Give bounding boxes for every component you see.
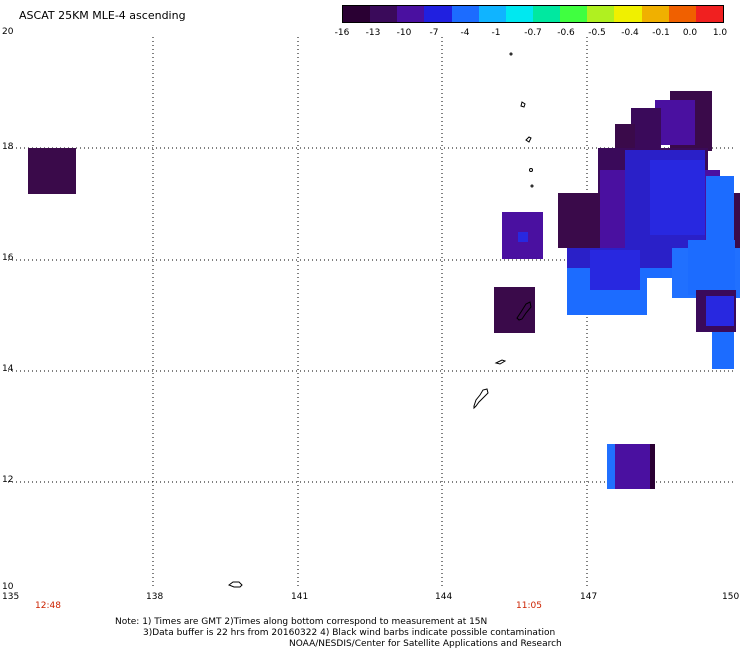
colorbar-swatch-9 bbox=[587, 6, 615, 22]
cbar-tick-2: -10 bbox=[396, 28, 412, 38]
note-line-3: NOAA/NESDIS/Center for Satellite Applica… bbox=[289, 639, 562, 649]
wind-data-swath bbox=[28, 91, 740, 489]
cbar-tick-7: -0.6 bbox=[557, 28, 575, 38]
colorbar-swatch-11 bbox=[641, 6, 669, 22]
colorbar-swatch-5 bbox=[478, 6, 506, 22]
colorbar-swatch-7 bbox=[532, 6, 561, 22]
time-label-left: 12:48 bbox=[35, 601, 61, 611]
colorbar-swatch-13 bbox=[695, 6, 723, 22]
lon-label-147: 147 bbox=[580, 592, 598, 602]
colorbar-swatch-0 bbox=[343, 6, 371, 22]
colorbar-swatch-8 bbox=[560, 6, 588, 22]
cbar-tick-8: -0.5 bbox=[588, 28, 606, 38]
cbar-tick-12: 1.0 bbox=[712, 28, 728, 38]
colorbar-swatch-1 bbox=[370, 6, 398, 22]
colorbar-swatch-2 bbox=[397, 6, 425, 22]
cbar-tick-5: -1 bbox=[491, 28, 501, 38]
lon-label-144: 144 bbox=[435, 592, 453, 602]
time-label-right: 11:05 bbox=[516, 601, 542, 611]
cbar-tick-1: -13 bbox=[365, 28, 381, 38]
lat-label-14: 14 bbox=[2, 364, 14, 374]
cbar-tick-0: -16 bbox=[334, 28, 350, 38]
cbar-tick-3: -7 bbox=[429, 28, 439, 38]
cbar-tick-9: -0.4 bbox=[621, 28, 639, 38]
cbar-tick-4: -4 bbox=[460, 28, 470, 38]
colorbar-swatch-12 bbox=[668, 6, 696, 22]
lon-label-138: 138 bbox=[146, 592, 164, 602]
lat-label-16: 16 bbox=[2, 253, 14, 263]
colorbar-swatch-4 bbox=[451, 6, 479, 22]
colorbar-swatch-6 bbox=[505, 6, 533, 22]
note-line-2: 3)Data buffer is 22 hrs from 20160322 4)… bbox=[143, 628, 556, 638]
lat-label-20: 20 bbox=[2, 27, 14, 37]
colorbar-swatch-3 bbox=[424, 6, 452, 22]
lon-label-141: 141 bbox=[291, 592, 309, 602]
colorbar-swatch-10 bbox=[614, 6, 642, 22]
lat-label-12: 12 bbox=[2, 475, 14, 485]
cbar-tick-6: -0.7 bbox=[524, 28, 542, 38]
lat-label-18: 18 bbox=[2, 142, 14, 152]
cbar-tick-11: 0.0 bbox=[682, 28, 698, 38]
lat-label-10: 10 bbox=[2, 582, 14, 592]
cbar-tick-10: -0.1 bbox=[652, 28, 670, 38]
lon-label-150: 150 bbox=[722, 592, 740, 602]
lon-label-135: 135 bbox=[2, 592, 20, 602]
colorbar bbox=[342, 5, 724, 23]
map-title: ASCAT 25KM MLE-4 ascending bbox=[19, 9, 186, 22]
note-line-1: Note: 1) Times are GMT 2)Times along bot… bbox=[115, 617, 488, 627]
coastlines bbox=[227, 52, 534, 588]
